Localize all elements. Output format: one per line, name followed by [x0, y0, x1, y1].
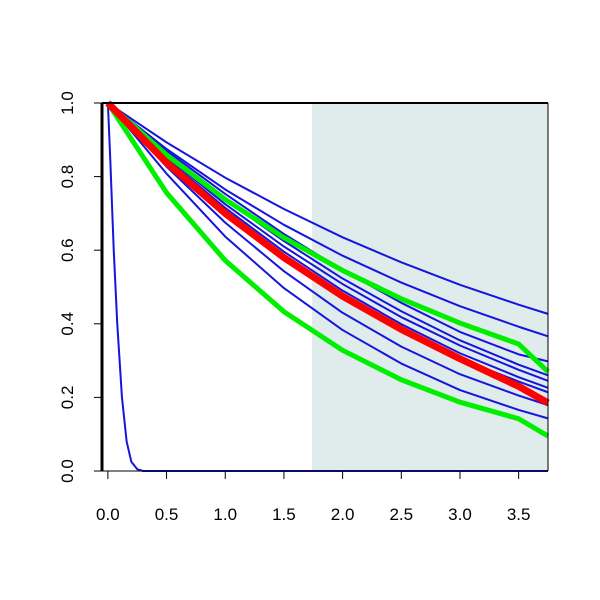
x-tick-label: 2.0	[331, 505, 355, 524]
y-tick-label: 0.2	[58, 386, 77, 410]
y-tick-label: 0.0	[58, 459, 77, 483]
axes-layer	[100, 102, 549, 472]
x-tick-label: 0.5	[155, 505, 179, 524]
series-line-blue-9	[107, 102, 549, 420]
series-line-green-10	[106, 101, 550, 374]
series-line-blue-1	[107, 102, 549, 315]
y-tick-label: 1.0	[58, 91, 77, 115]
plot-background	[312, 103, 548, 471]
x-tick-label: 0.0	[96, 505, 120, 524]
series-line-blue-8	[107, 102, 549, 407]
x-tick-label: 1.5	[272, 505, 296, 524]
ticks-layer: 0.0 0.5 1.0 1.5 2.0 2.5 3.0 3.5 0.0 0.2 0.4 0.6 0.8 1…	[58, 91, 530, 524]
x-tick-label: 3.5	[507, 505, 531, 524]
y-tick-label: 0.6	[58, 238, 77, 262]
x-tick-label: 2.5	[389, 505, 413, 524]
y-tick-label: 0.8	[58, 165, 77, 189]
series-line-blue-2	[107, 102, 549, 338]
series-line-green-11	[105, 101, 550, 439]
y-tick-label: 0.4	[58, 312, 77, 336]
series-line-red-12	[105, 100, 550, 406]
shaded-region	[312, 103, 548, 471]
x-tick-label: 3.0	[448, 505, 472, 524]
series-line-blue-0	[106, 102, 548, 472]
x-tick-label: 1.0	[213, 505, 237, 524]
series-layer	[105, 100, 550, 472]
